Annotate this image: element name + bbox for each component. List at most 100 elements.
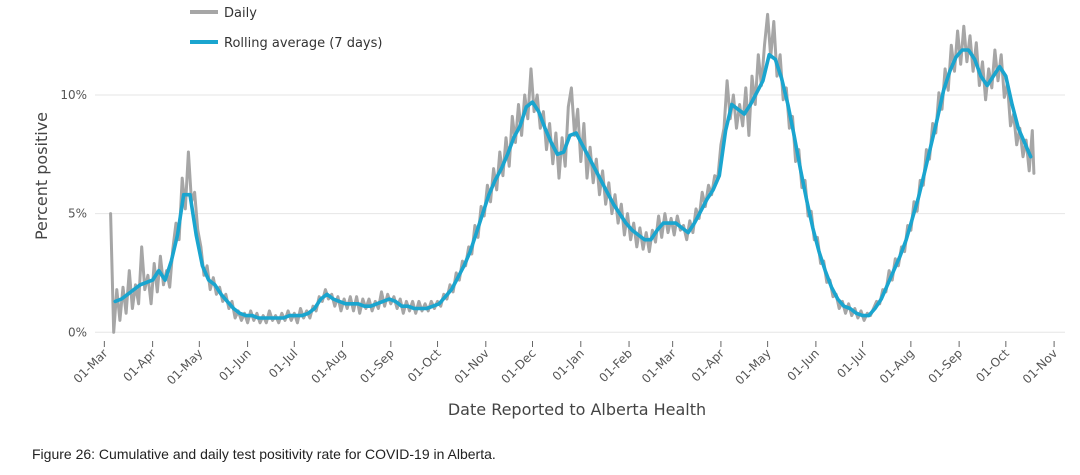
data-point-1-144 xyxy=(1011,103,1013,106)
data-point-1-79 xyxy=(606,191,608,193)
data-point-0-86 xyxy=(377,307,379,310)
data-point-1-19 xyxy=(233,307,235,310)
data-point-0-113 xyxy=(461,260,463,262)
x-tick-label-14: 01-May xyxy=(732,346,773,387)
x-tick-label-12: 01-Mar xyxy=(639,346,679,386)
data-point-0-0 xyxy=(110,213,112,215)
data-point-0-117 xyxy=(474,224,476,227)
data-point-0-100 xyxy=(421,310,423,312)
data-point-0-141 xyxy=(549,122,551,125)
data-point-1-90 xyxy=(675,222,677,224)
data-point-0-194 xyxy=(714,175,716,177)
data-point-1-126 xyxy=(899,255,901,257)
data-point-0-169 xyxy=(636,246,638,248)
data-point-0-256 xyxy=(907,224,909,227)
data-point-1-97 xyxy=(718,175,720,177)
data-point-1-137 xyxy=(967,49,970,51)
data-point-0-99 xyxy=(418,300,420,302)
data-point-0-158 xyxy=(602,170,604,172)
data-point-0-63 xyxy=(306,310,308,312)
data-point-0-98 xyxy=(415,312,417,314)
x-tick-label-11: 01-Feb xyxy=(596,346,635,385)
data-point-0-65 xyxy=(312,305,314,307)
data-point-0-51 xyxy=(268,310,270,312)
data-point-1-96 xyxy=(712,189,714,191)
legend-label-rolling-average: Rolling average (7 days) xyxy=(224,36,382,51)
data-point-0-211 xyxy=(767,13,769,15)
data-point-0-201 xyxy=(735,127,738,129)
data-point-0-77 xyxy=(349,296,351,298)
data-point-0-216 xyxy=(782,99,784,101)
data-point-0-104 xyxy=(433,307,435,310)
data-point-0-188 xyxy=(695,208,697,210)
data-point-0-44 xyxy=(247,322,249,324)
data-point-0-255 xyxy=(904,251,906,253)
data-point-0-148 xyxy=(570,87,573,89)
data-point-0-167 xyxy=(630,239,632,241)
data-point-0-295 xyxy=(1028,170,1030,172)
data-point-0-2 xyxy=(116,289,118,291)
x-tick-label-15: 01-Jun xyxy=(785,346,822,383)
data-point-0-81 xyxy=(362,298,364,300)
data-point-0-272 xyxy=(957,30,959,32)
data-point-0-3 xyxy=(119,319,121,321)
data-point-0-259 xyxy=(916,210,918,212)
data-point-0-241 xyxy=(860,310,862,312)
data-point-0-101 xyxy=(424,303,426,305)
data-point-0-38 xyxy=(228,307,230,310)
data-point-0-139 xyxy=(542,111,545,113)
data-point-1-108 xyxy=(787,103,789,106)
data-point-0-10 xyxy=(141,246,143,248)
data-point-0-142 xyxy=(552,163,554,165)
data-point-1-48 xyxy=(413,307,415,310)
data-point-0-205 xyxy=(748,134,750,136)
data-point-1-6 xyxy=(152,279,154,281)
data-point-1-130 xyxy=(924,170,926,172)
data-point-0-67 xyxy=(318,296,320,298)
data-point-0-42 xyxy=(240,319,242,321)
data-point-0-251 xyxy=(891,279,893,281)
data-point-0-185 xyxy=(686,239,688,241)
data-point-1-124 xyxy=(886,284,889,286)
data-point-0-79 xyxy=(356,296,358,298)
data-point-0-283 xyxy=(991,87,993,89)
data-point-1-133 xyxy=(943,89,945,91)
data-point-0-276 xyxy=(969,35,971,37)
data-point-0-166 xyxy=(626,213,629,215)
data-point-0-75 xyxy=(343,298,345,300)
data-point-1-25 xyxy=(270,317,272,319)
data-point-0-237 xyxy=(848,303,850,305)
data-point-0-160 xyxy=(608,182,610,184)
data-point-1-2 xyxy=(127,293,129,295)
data-point-1-123 xyxy=(880,298,882,300)
data-point-0-168 xyxy=(633,222,635,224)
data-point-0-31 xyxy=(206,265,208,267)
data-point-0-88 xyxy=(384,305,386,307)
data-point-0-33 xyxy=(212,277,214,279)
legend[interactable]: Daily Rolling average (7 days) xyxy=(190,6,382,51)
data-point-0-262 xyxy=(925,149,928,151)
data-point-1-99 xyxy=(731,103,733,106)
data-point-0-85 xyxy=(374,300,376,302)
data-point-0-144 xyxy=(558,177,560,179)
data-point-0-277 xyxy=(972,70,974,72)
data-point-0-182 xyxy=(676,215,678,217)
data-point-0-15 xyxy=(156,291,158,293)
data-point-1-35 xyxy=(332,298,334,300)
data-point-1-77 xyxy=(594,168,596,170)
data-point-1-63 xyxy=(507,153,509,155)
data-point-0-118 xyxy=(477,236,479,238)
data-point-1-104 xyxy=(762,80,764,82)
data-point-0-45 xyxy=(250,310,252,312)
data-point-0-112 xyxy=(458,279,460,281)
data-point-0-147 xyxy=(567,106,569,108)
data-point-0-246 xyxy=(876,300,878,302)
data-point-1-13 xyxy=(195,234,197,236)
data-point-0-179 xyxy=(667,232,669,234)
data-point-0-132 xyxy=(521,134,523,136)
data-point-0-23 xyxy=(181,177,183,179)
series-rolling-average xyxy=(113,48,1033,320)
data-point-0-153 xyxy=(586,177,588,179)
data-point-1-16 xyxy=(214,284,216,286)
data-point-0-61 xyxy=(299,307,302,310)
